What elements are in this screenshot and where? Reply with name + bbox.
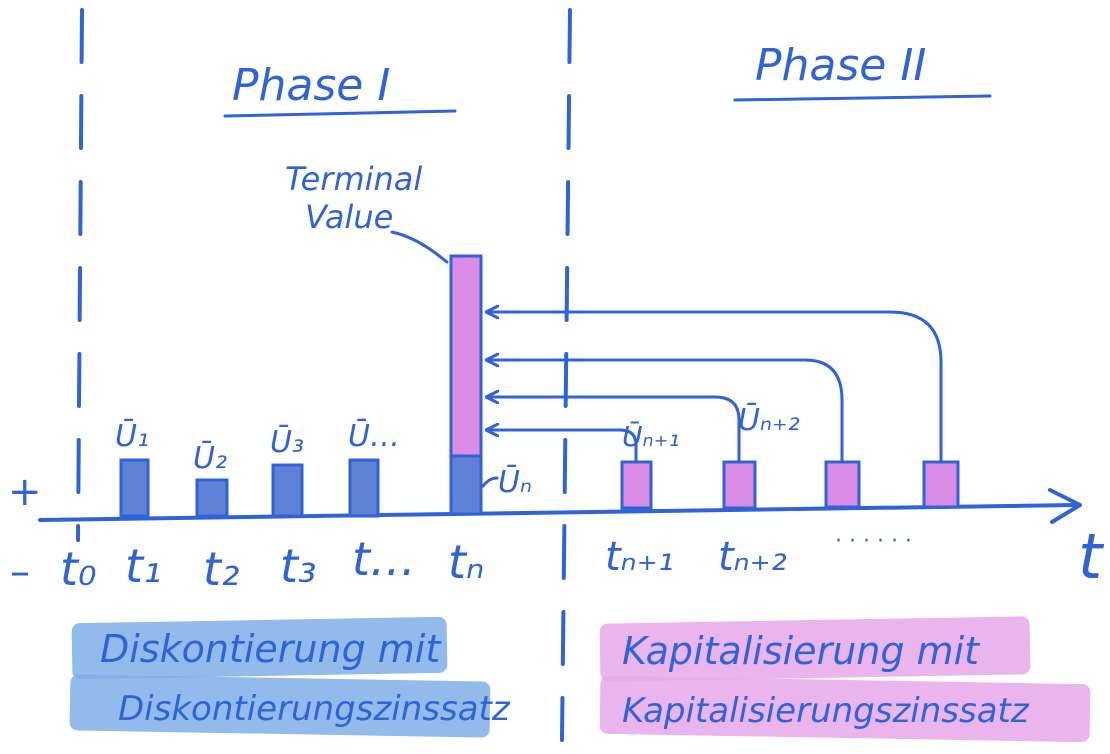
value-label-u1: Ū₁: [115, 418, 149, 454]
discounting-line1: Diskontierung mit: [100, 627, 442, 671]
tick-label-tn2: tₙ₊₂: [718, 534, 787, 580]
phase1-title: Phase I: [232, 60, 390, 111]
terminal-value-line1: Terminal: [285, 160, 422, 198]
value-label-u3: Ū₃: [270, 424, 304, 460]
arrow-from-tn4: [487, 312, 943, 462]
bar-t2: [195, 478, 229, 518]
bar-tn3: [824, 460, 861, 509]
time-axis: [38, 503, 1077, 522]
bar-tn4: [922, 460, 960, 509]
tick-label-t0: t₀: [60, 542, 96, 596]
value-label-un: Ūₙ: [498, 464, 532, 500]
axis-arrowhead: [1048, 488, 1082, 524]
separator-middle: [560, 8, 572, 742]
value-label-un1: Ūₙ₊₁: [622, 419, 680, 453]
value-label-u2: Ū₂: [193, 440, 227, 476]
tick-label-t1: t₁: [125, 539, 161, 593]
bar-tdots: [348, 458, 380, 518]
terminal-value-pointer: [390, 230, 449, 264]
arrow-from-tn1: [487, 430, 638, 462]
tick-label-continuation: · · · · · ·: [835, 529, 912, 554]
phase2-title: Phase II: [755, 40, 926, 91]
discounting-line2: Diskontierungszinssatz: [118, 689, 511, 729]
tick-label-tdots: t…: [352, 532, 416, 586]
highlight-pink-row1: [599, 616, 1031, 682]
bar-tn1: [620, 460, 653, 510]
phase1-underline: [223, 109, 457, 118]
tick-label-tn: tₙ: [448, 535, 484, 589]
highlight-blue-row1: [71, 616, 448, 680]
terminal-value-line2: Value: [305, 198, 393, 236]
plus-sign: +: [8, 469, 42, 515]
value-label-un2: Ūₙ₊₂: [738, 402, 800, 438]
arrow-from-tn2: [487, 397, 741, 462]
tick-label-t3: t₃: [280, 539, 316, 593]
bar-t3: [271, 463, 304, 518]
separator-left: [76, 8, 84, 542]
bar-t1: [119, 458, 150, 518]
axis-label: t: [1078, 520, 1105, 593]
arrow-from-tn3: [487, 360, 844, 462]
phase2-underline: [733, 94, 992, 102]
highlight-blue-row2: [69, 674, 491, 738]
terminal-value-bar: [449, 254, 483, 458]
tick-label-t2: t₂: [203, 542, 239, 596]
capitalization-line1: Kapitalisierung mit: [622, 629, 981, 673]
bar-tn2: [722, 460, 757, 510]
bar-tn: [449, 454, 483, 516]
tick-label-tn1: tₙ₊₁: [605, 534, 674, 580]
value-label-udots: Ū…: [348, 418, 400, 454]
capitalization-line2: Kapitalisierungszinssatz: [622, 691, 1030, 731]
highlight-pink-row2: [599, 675, 1091, 743]
bar-tn-pointer: [481, 476, 499, 488]
minus-sign: –: [10, 549, 30, 595]
